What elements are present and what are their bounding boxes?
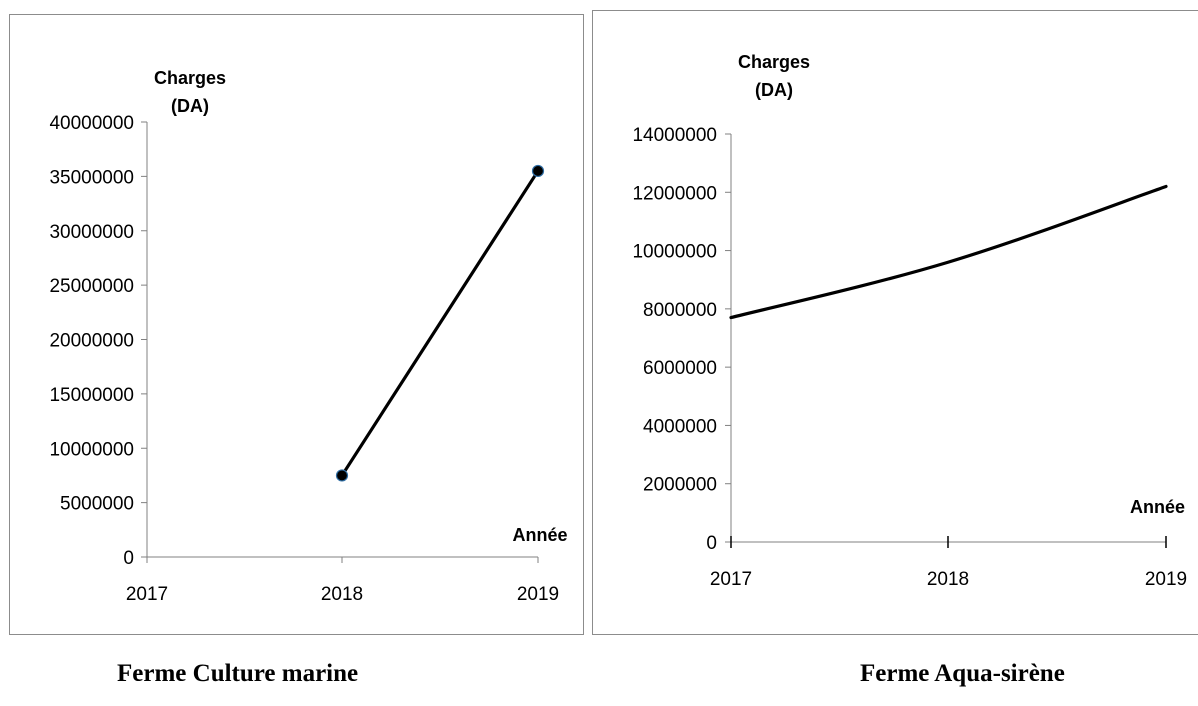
series-line-culture-marine xyxy=(340,169,540,478)
y-tick-label-culture-marine: 10000000 xyxy=(49,439,134,460)
data-point-culture-marine xyxy=(531,164,545,178)
x-tick-label-culture-marine: 2019 xyxy=(517,584,559,605)
y-tick-label-culture-marine: 40000000 xyxy=(49,113,134,134)
y-axis-unit-aqua-sirene: (DA) xyxy=(755,80,793,100)
y-tick-label-aqua-sirene: 10000000 xyxy=(632,242,717,263)
x-tick-label-aqua-sirene: 2019 xyxy=(1145,569,1187,590)
y-tick-label-culture-marine: 0 xyxy=(123,548,134,569)
x-axis-title-aqua-sirene: Année xyxy=(1130,497,1185,517)
y-tick-label-culture-marine: 25000000 xyxy=(49,276,134,297)
y-tick-label-aqua-sirene: 4000000 xyxy=(643,416,717,437)
y-tick-label-aqua-sirene: 6000000 xyxy=(643,358,717,379)
y-tick-label-culture-marine: 20000000 xyxy=(49,331,134,352)
y-axis-title-culture-marine: Charges xyxy=(154,68,226,88)
y-tick-label-aqua-sirene: 12000000 xyxy=(632,183,717,204)
caption-culture-marine: Ferme Culture marine xyxy=(117,660,359,687)
x-tick-label-culture-marine: 2017 xyxy=(126,584,168,605)
x-tick-label-aqua-sirene: 2017 xyxy=(710,569,752,590)
y-tick-label-aqua-sirene: 8000000 xyxy=(643,300,717,321)
chart-frame-culture-marine xyxy=(9,14,584,635)
y-axis-title-aqua-sirene: Charges xyxy=(738,52,810,72)
y-tick-label-aqua-sirene: 0 xyxy=(706,533,717,554)
y-tick-label-aqua-sirene: 2000000 xyxy=(643,475,717,496)
x-tick-label-aqua-sirene: 2018 xyxy=(927,569,969,590)
y-tick-label-culture-marine: 5000000 xyxy=(60,494,134,515)
y-tick-label-aqua-sirene: 14000000 xyxy=(632,125,717,146)
data-point-culture-marine xyxy=(335,469,349,482)
y-axis-unit-culture-marine: (DA) xyxy=(171,96,209,116)
chart-frame-aqua-sirene xyxy=(592,10,1198,635)
x-axis-title-culture-marine: Année xyxy=(512,525,567,545)
y-tick-label-culture-marine: 35000000 xyxy=(49,167,134,188)
x-tick-label-culture-marine: 2018 xyxy=(321,584,363,605)
y-tick-label-culture-marine: 15000000 xyxy=(49,385,134,406)
y-tick-label-culture-marine: 30000000 xyxy=(49,222,134,243)
caption-aqua-sirene: Ferme Aqua-sirène xyxy=(860,660,1065,687)
series-line-aqua-sirene xyxy=(729,184,1168,320)
